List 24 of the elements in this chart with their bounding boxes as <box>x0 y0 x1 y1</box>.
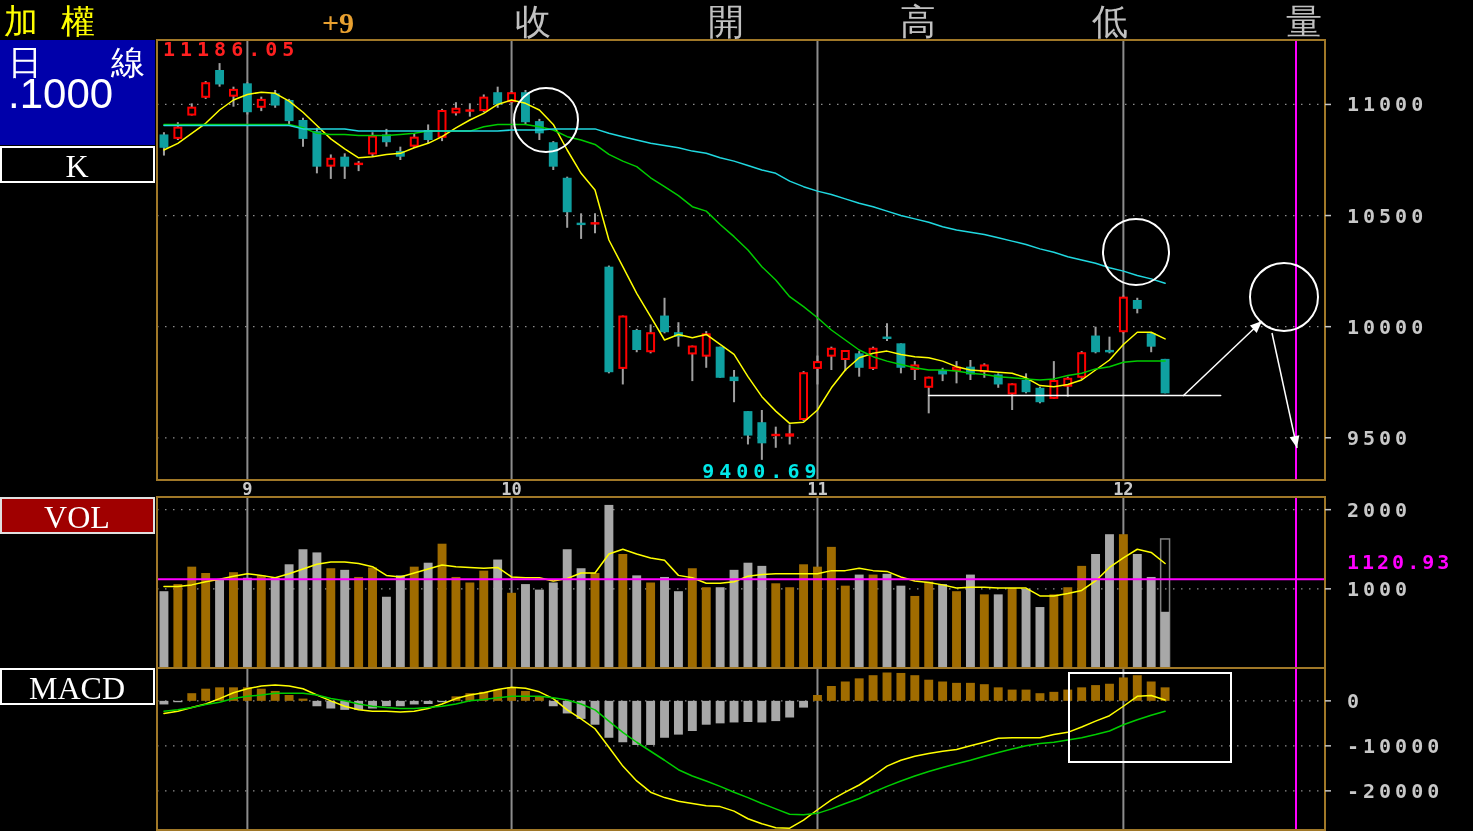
y-tick-label: -20000 <box>1347 778 1444 803</box>
y-tick-label: 2000 <box>1347 497 1412 522</box>
annotation: 高 <box>900 1 936 42</box>
y-tick-label: 11000 <box>1347 92 1428 117</box>
annotation: 開 <box>708 1 744 42</box>
annotation: 收 <box>515 1 551 42</box>
x-tick-label: 9 <box>242 479 253 499</box>
y-axis-title: MACD <box>28 669 126 706</box>
annotation: 量 <box>1286 1 1322 42</box>
ref-line-label: 1120.93 <box>1347 550 1453 575</box>
y-axis-title: VOL <box>44 498 110 535</box>
x-tick-label: 10 <box>501 479 522 499</box>
x-tick-label: 12 <box>1113 479 1134 499</box>
y-tick-label: 10500 <box>1347 203 1428 228</box>
y-axis-title: K <box>65 147 89 184</box>
y-tick-label: -10000 <box>1347 733 1444 758</box>
y-tick-label: 9500 <box>1347 425 1412 450</box>
text: +9 <box>322 6 355 39</box>
y-tick-label: 1000 <box>1347 576 1412 601</box>
y-tick-label: 10000 <box>1347 314 1428 339</box>
chart-title: 加 權 <box>4 1 101 41</box>
y-tick-label: 0 <box>1347 688 1364 713</box>
annotation: 11186.05 <box>163 37 300 61</box>
annotation: 低 <box>1092 1 1128 42</box>
